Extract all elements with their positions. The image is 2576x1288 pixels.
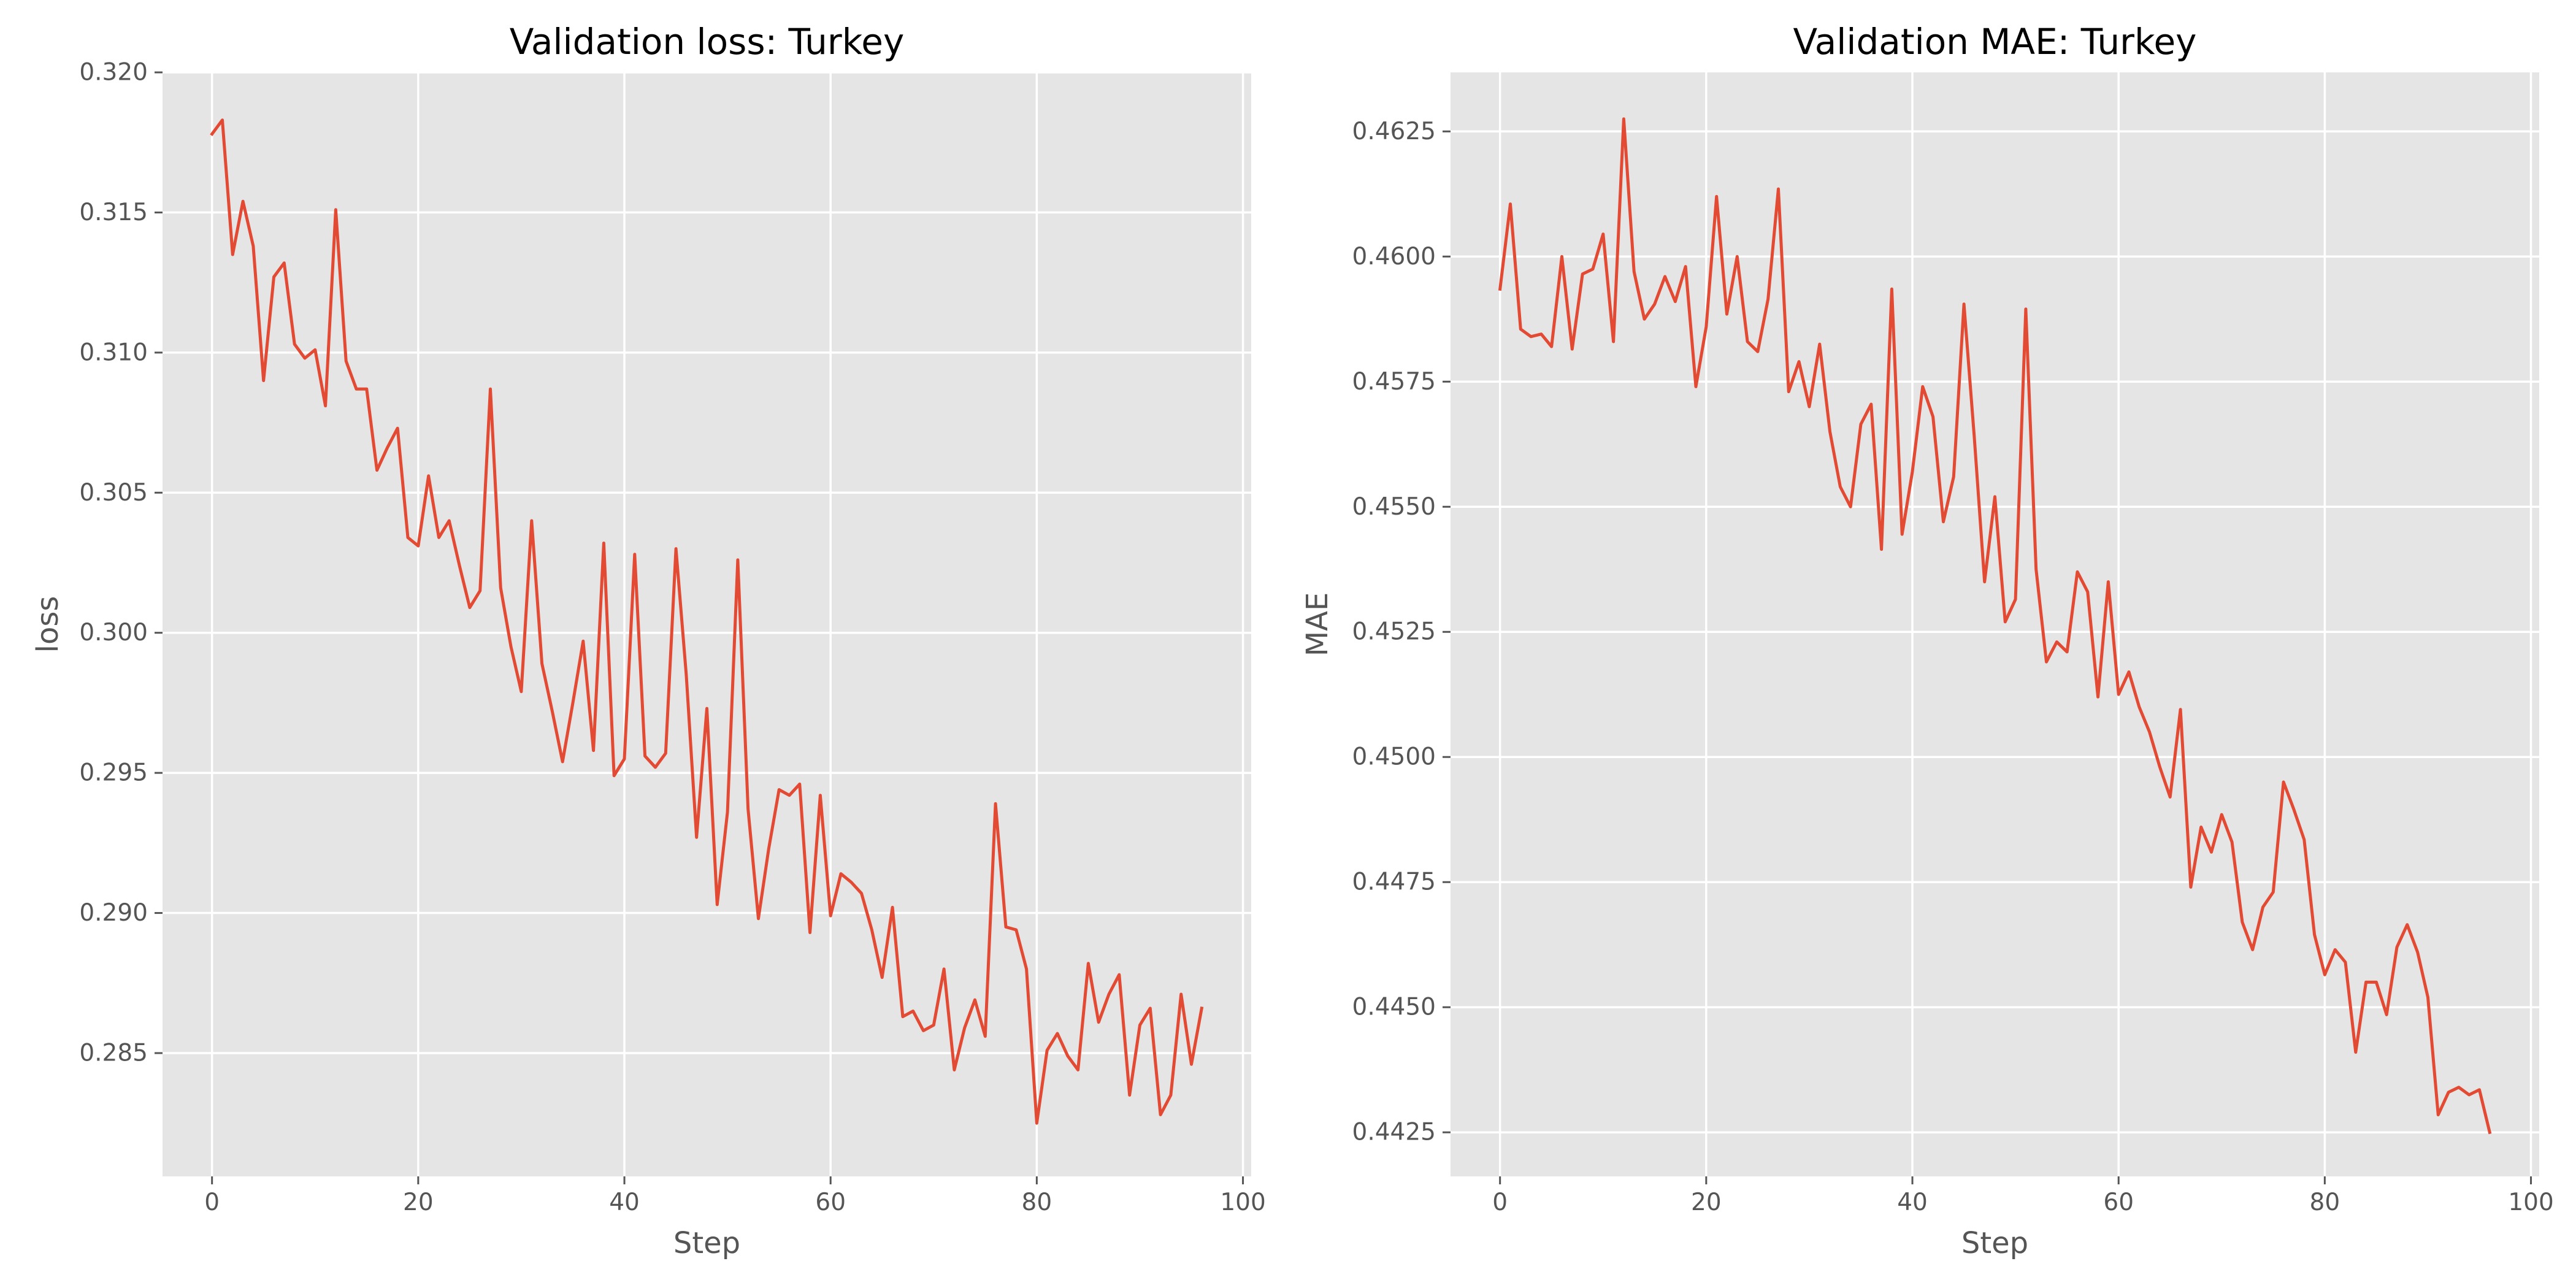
mae-y-tick-label: 0.4475 <box>1352 868 1436 896</box>
loss-y-tick-label: 0.285 <box>79 1039 148 1067</box>
mae-y-tick-label: 0.4550 <box>1352 493 1436 521</box>
loss-y-tick-label: 0.295 <box>79 759 148 787</box>
mae-x-axis-label: Step <box>1961 1226 2028 1260</box>
loss-plot-area <box>163 72 1251 1176</box>
mae-y-tick-label: 0.4625 <box>1352 118 1436 145</box>
loss-y-tick-label: 0.315 <box>79 199 148 226</box>
loss-x-tick-label: 20 <box>403 1189 434 1216</box>
mae-x-tick-label: 80 <box>2310 1189 2340 1216</box>
mae-x-tick-label: 20 <box>1691 1189 1722 1216</box>
loss-x-axis-label: Step <box>673 1226 740 1260</box>
mae-x-tick-label: 0 <box>1492 1189 1508 1216</box>
loss-y-tick-label: 0.305 <box>79 479 148 507</box>
loss-y-tick-label: 0.290 <box>79 899 148 927</box>
loss-chart-title: Validation loss: Turkey <box>510 21 905 63</box>
loss-y-tick-label: 0.300 <box>79 619 148 646</box>
mae-series-line <box>1498 117 2492 1135</box>
mae-y-tick-label: 0.4450 <box>1352 994 1436 1021</box>
mae-y-tick-label: 0.4425 <box>1352 1119 1436 1146</box>
mae-y-tick-label: 0.4525 <box>1352 618 1436 646</box>
loss-series-line <box>210 118 1204 1125</box>
mae-x-tick-label: 40 <box>1897 1189 1928 1216</box>
mae-x-tick-label: 100 <box>2508 1189 2553 1216</box>
loss-x-tick-label: 60 <box>815 1189 846 1216</box>
mae-y-axis-label: MAE <box>1300 592 1335 657</box>
loss-x-tick-label: 80 <box>1022 1189 1052 1216</box>
loss-x-tick-label: 0 <box>204 1189 220 1216</box>
loss-x-tick-label: 40 <box>609 1189 640 1216</box>
mae-x-tick-label: 60 <box>2103 1189 2134 1216</box>
mae-plot-area <box>1451 72 2539 1176</box>
loss-y-tick-label: 0.320 <box>79 59 148 86</box>
loss-y-tick-label: 0.310 <box>79 339 148 366</box>
mae-y-tick-label: 0.4575 <box>1352 368 1436 396</box>
mae-chart-title: Validation MAE: Turkey <box>1793 21 2197 63</box>
loss-x-tick-label: 100 <box>1220 1189 1265 1216</box>
loss-y-axis-label: loss <box>31 596 65 653</box>
mae-chart: 0.4425 0.4450 0.4475 0.4500 0.4525 0.4550 0.45… <box>1300 21 2554 1260</box>
mae-y-tick-label: 0.4600 <box>1352 243 1436 270</box>
mae-y-tick-label: 0.4500 <box>1352 743 1436 771</box>
loss-chart: 0.285 0.290 0.295 0.300 0.305 0.310 0.315 0.320… <box>31 21 1266 1260</box>
